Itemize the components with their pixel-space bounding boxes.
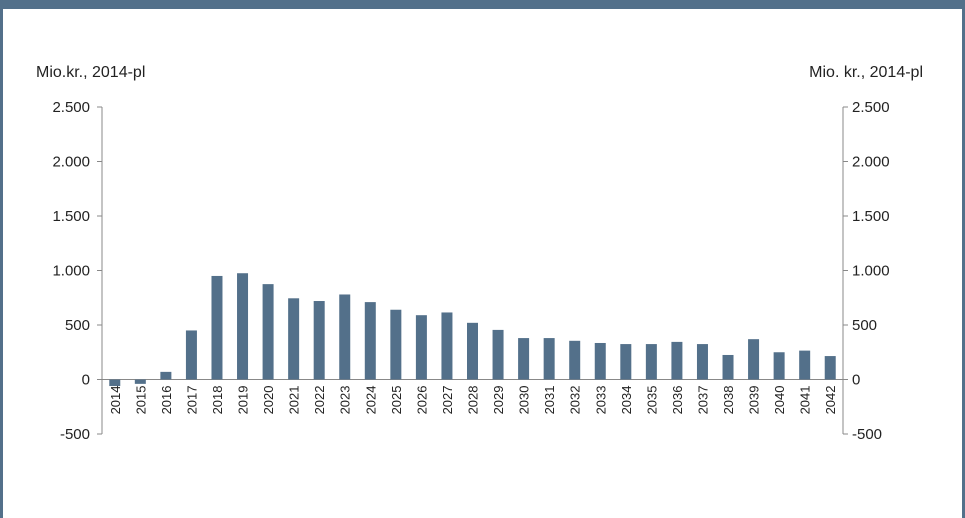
- category-label: 2024: [363, 386, 378, 415]
- category-label: 2042: [823, 386, 838, 415]
- category-label: 2019: [236, 386, 251, 415]
- bars: [109, 273, 836, 387]
- category-label: 2037: [695, 386, 710, 415]
- left-axis-label: Mio.kr., 2014-pl: [36, 64, 146, 81]
- bar-2020: [262, 284, 274, 380]
- left-tick-label: 1.000: [52, 263, 90, 280]
- right-tick-label: -500: [852, 426, 882, 443]
- right-tick-label: 1.000: [852, 263, 890, 280]
- category-label: 2034: [619, 386, 634, 415]
- right-tick-label: 0: [852, 372, 860, 389]
- bar-2041: [799, 350, 811, 380]
- bar-2026: [415, 315, 427, 380]
- category-label: 2041: [798, 386, 813, 415]
- category-label: 2035: [644, 386, 659, 415]
- labels: 2.500 2.500 2.000 2.000 1.500 1.500 1.000 1.000…: [52, 99, 889, 443]
- category-label: 2021: [287, 386, 302, 415]
- bar-2040: [773, 352, 785, 380]
- bar-2036: [671, 341, 683, 380]
- category-label: 2018: [210, 386, 225, 415]
- bar-2025: [390, 309, 402, 380]
- bar-2017: [185, 330, 197, 380]
- bar-2028: [467, 322, 478, 380]
- bar-2024: [364, 302, 376, 380]
- bar-2021: [288, 298, 300, 380]
- left-tick-label: -500: [60, 426, 90, 443]
- bar-2023: [339, 294, 351, 380]
- bar-2034: [620, 344, 632, 380]
- bar-2039: [748, 339, 760, 380]
- category-label: 2022: [312, 386, 327, 415]
- bar-2035: [645, 344, 657, 380]
- right-tick-label: 2.000: [852, 154, 890, 171]
- category-label: 2040: [772, 386, 787, 415]
- category-label: 2027: [440, 386, 455, 415]
- category-label: 2039: [747, 386, 762, 415]
- bar-2018: [211, 275, 223, 380]
- bar-2014: [109, 379, 121, 387]
- category-label: 2033: [593, 386, 608, 415]
- left-tick-label: 0: [82, 372, 90, 389]
- bar-2032: [569, 340, 581, 380]
- category-label: 2017: [184, 386, 199, 415]
- bar-2037: [696, 344, 708, 380]
- left-tick-label: 500: [65, 317, 90, 334]
- category-label: 2014: [108, 386, 123, 415]
- category-label: 2036: [670, 386, 685, 415]
- category-label: 2020: [261, 386, 276, 415]
- bar-2016: [160, 371, 172, 380]
- category-label: 2029: [491, 386, 506, 415]
- category-label: 2016: [159, 386, 174, 415]
- bar-2027: [441, 312, 453, 380]
- axes: [97, 106, 848, 435]
- bar-2019: [237, 273, 249, 380]
- left-tick-label: 1.500: [52, 208, 90, 225]
- bar-2038: [722, 354, 734, 380]
- right-tick-label: 2.500: [852, 99, 890, 116]
- bar-2015: [134, 379, 146, 384]
- category-label: 2032: [568, 386, 583, 415]
- category-label: 2015: [133, 386, 148, 415]
- bar-2031: [543, 338, 555, 380]
- category-label: 2031: [542, 386, 557, 415]
- category-label: 2038: [721, 386, 736, 415]
- bar-2030: [518, 338, 530, 380]
- left-tick-label: 2.000: [52, 154, 90, 171]
- category-label: 2023: [338, 386, 353, 415]
- bar-2029: [492, 329, 504, 380]
- category-label: 2026: [414, 386, 429, 415]
- bar-2033: [594, 342, 606, 380]
- bar-2022: [313, 301, 325, 380]
- category-label: 2028: [466, 386, 481, 415]
- right-axis-label: Mio. kr., 2014-pl: [809, 64, 923, 81]
- bar-2042: [824, 356, 836, 380]
- left-tick-label: 2.500: [52, 99, 90, 116]
- right-tick-label: 1.500: [852, 208, 890, 225]
- right-tick-label: 500: [852, 317, 877, 334]
- category-label: 2025: [389, 386, 404, 415]
- category-label: 2030: [517, 386, 532, 415]
